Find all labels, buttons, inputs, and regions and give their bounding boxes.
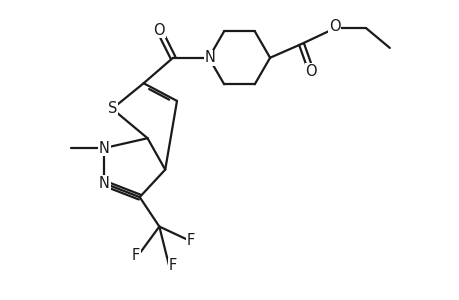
Text: O: O (305, 64, 316, 79)
Text: F: F (131, 248, 140, 263)
Text: N: N (99, 176, 110, 191)
Text: N: N (205, 50, 215, 65)
Text: O: O (328, 19, 340, 34)
Text: O: O (153, 23, 165, 38)
Text: F: F (186, 233, 195, 248)
Text: F: F (168, 258, 177, 273)
Text: N: N (99, 140, 110, 155)
Text: S: S (107, 101, 117, 116)
